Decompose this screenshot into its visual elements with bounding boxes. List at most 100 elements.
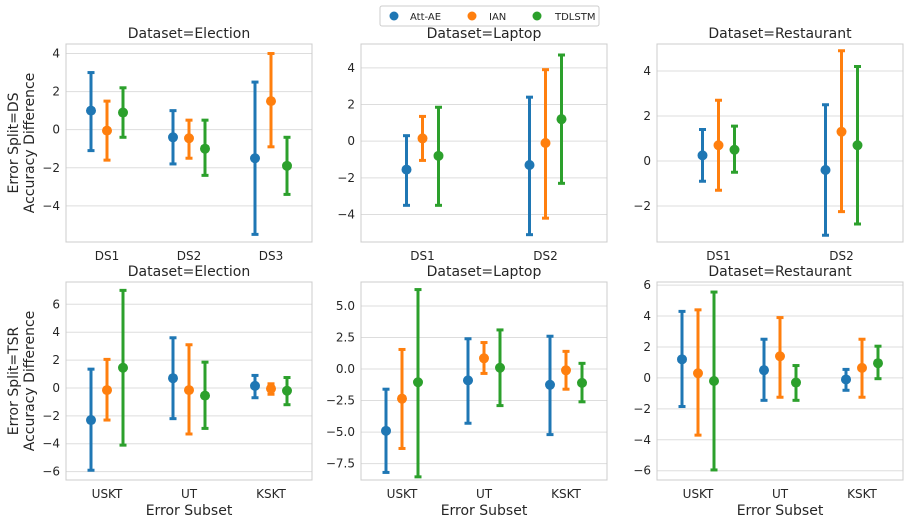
point-ian	[102, 125, 112, 136]
x-tick-label: KSKT	[256, 487, 286, 501]
y-tick-label: 4	[643, 64, 651, 78]
x-tick-label: DS1	[706, 249, 731, 263]
row-label: Error Split=DS	[6, 92, 22, 193]
point-att-ae	[463, 375, 473, 386]
y-axis-label: Accuracy Difference	[22, 311, 38, 452]
row-label: Error Split=TSR	[6, 326, 22, 435]
plot-frame	[65, 281, 313, 481]
x-axis-label: Error Subset	[441, 503, 528, 519]
y-tick-label: 5.0	[336, 299, 355, 313]
point-ian	[184, 133, 194, 144]
y-tick-label: 2	[643, 340, 651, 354]
point-att-ae	[86, 415, 96, 426]
x-tick-label: UT	[772, 487, 789, 501]
point-att-ae	[168, 373, 178, 384]
plot-frame	[656, 43, 904, 243]
x-tick-label: DS3	[259, 249, 284, 263]
point-ian	[561, 365, 571, 376]
point-ian	[184, 385, 194, 396]
y-tick-label: −2	[337, 171, 355, 185]
point-tdlstm	[282, 385, 292, 396]
point-tdlstm	[433, 150, 444, 161]
point-tdlstm	[577, 377, 587, 388]
point-ian	[857, 362, 867, 373]
y-tick-label: 2.5	[336, 330, 355, 344]
point-tdlstm	[200, 143, 210, 154]
x-tick-label: UT	[476, 487, 493, 501]
y-tick-label: 2	[52, 85, 60, 99]
panel-title: Dataset=Restaurant	[708, 26, 852, 42]
x-tick-label: DS1	[95, 249, 120, 263]
x-tick-label: DS2	[177, 249, 202, 263]
y-tick-label: −4	[42, 199, 60, 213]
panel-title: Dataset=Election	[128, 264, 250, 280]
y-tick-label: −2	[42, 161, 60, 175]
legend-label-att-ae: Att-AE	[410, 12, 441, 23]
y-tick-label: 2	[347, 98, 355, 112]
y-tick-label: 0.0	[336, 362, 355, 376]
chart-panels: −4 −2 0 2 4 DS1 DS2 DS3 Dataset=Election Error Sp…	[6, 26, 904, 519]
point-ian	[417, 133, 428, 144]
x-tick-label: DS1	[410, 249, 435, 263]
x-tick-label: DS2	[829, 249, 854, 263]
point-tdlstm	[118, 362, 128, 373]
point-att-ae	[250, 153, 260, 164]
x-tick-label: KSKT	[847, 487, 877, 501]
point-tdlstm	[413, 377, 423, 388]
y-tick-label: −2	[633, 402, 651, 416]
point-att-ae	[545, 379, 555, 390]
point-tdlstm	[873, 358, 883, 369]
point-ian	[102, 385, 112, 396]
y-tick-label: −2	[42, 409, 60, 423]
x-tick-label: USKT	[92, 487, 123, 501]
point-att-ae	[250, 380, 260, 391]
point-att-ae	[381, 425, 391, 436]
y-tick-label: −5.0	[326, 425, 355, 439]
plot-frame	[65, 43, 313, 243]
panel-3: −2 0 2 4 DS1 DS2 Dataset=Restaurant	[633, 26, 904, 263]
y-tick-label: 2	[643, 109, 651, 123]
x-tick-label: KSKT	[551, 487, 581, 501]
y-tick-label: 0	[52, 123, 60, 137]
panel-4: −6 −4 −2 0 2 4 6 USKT UT KSKT Dataset=Election Erro…	[6, 264, 313, 519]
point-tdlstm	[556, 114, 567, 125]
point-att-ae	[168, 132, 178, 143]
point-att-ae	[759, 365, 769, 376]
y-tick-label: 4	[52, 325, 60, 339]
x-tick-label: UT	[181, 487, 198, 501]
plot-frame	[656, 281, 904, 481]
point-tdlstm	[852, 140, 863, 151]
y-tick-label: 2	[52, 353, 60, 367]
plot-frame	[360, 43, 608, 243]
legend-marker-att-ae	[389, 11, 399, 21]
y-tick-label: 6	[643, 278, 651, 292]
point-tdlstm	[791, 377, 801, 388]
y-tick-label: −2.5	[326, 394, 355, 408]
x-axis-label: Error Subset	[146, 503, 233, 519]
x-tick-label: DS2	[533, 249, 558, 263]
point-att-ae	[841, 374, 851, 385]
panel-5: −7.5 −5.0 −2.5 0.0 2.5 5.0 USKT UT KSKT Dataset=L…	[326, 264, 608, 519]
y-tick-label: −2	[633, 199, 651, 213]
y-tick-label: 4	[347, 61, 355, 75]
point-att-ae	[697, 150, 708, 161]
y-tick-label: 0	[643, 371, 651, 385]
y-tick-label: −4	[337, 208, 355, 222]
point-att-ae	[820, 165, 831, 175]
y-tick-label: 4	[52, 47, 60, 61]
panel-1: −4 −2 0 2 4 DS1 DS2 DS3 Dataset=Election Error Sp…	[6, 26, 313, 263]
point-tdlstm	[118, 107, 128, 118]
panel-title: Dataset=Restaurant	[708, 264, 852, 280]
point-tdlstm	[282, 160, 292, 171]
panel-2: −4 −2 0 2 4 DS1 DS2 Dataset=Laptop	[337, 26, 608, 263]
panel-6: −6 −4 −2 0 2 4 6 USKT UT KSKT Dataset=Restaurant Er…	[633, 264, 904, 519]
point-ian	[397, 393, 407, 404]
y-tick-label: 0	[347, 134, 355, 148]
y-tick-label: −6	[633, 464, 651, 478]
y-tick-label: −4	[633, 433, 651, 447]
y-tick-label: −4	[42, 437, 60, 451]
y-tick-label: 0	[52, 381, 60, 395]
point-ian	[775, 351, 785, 362]
y-tick-label: 0	[643, 154, 651, 168]
